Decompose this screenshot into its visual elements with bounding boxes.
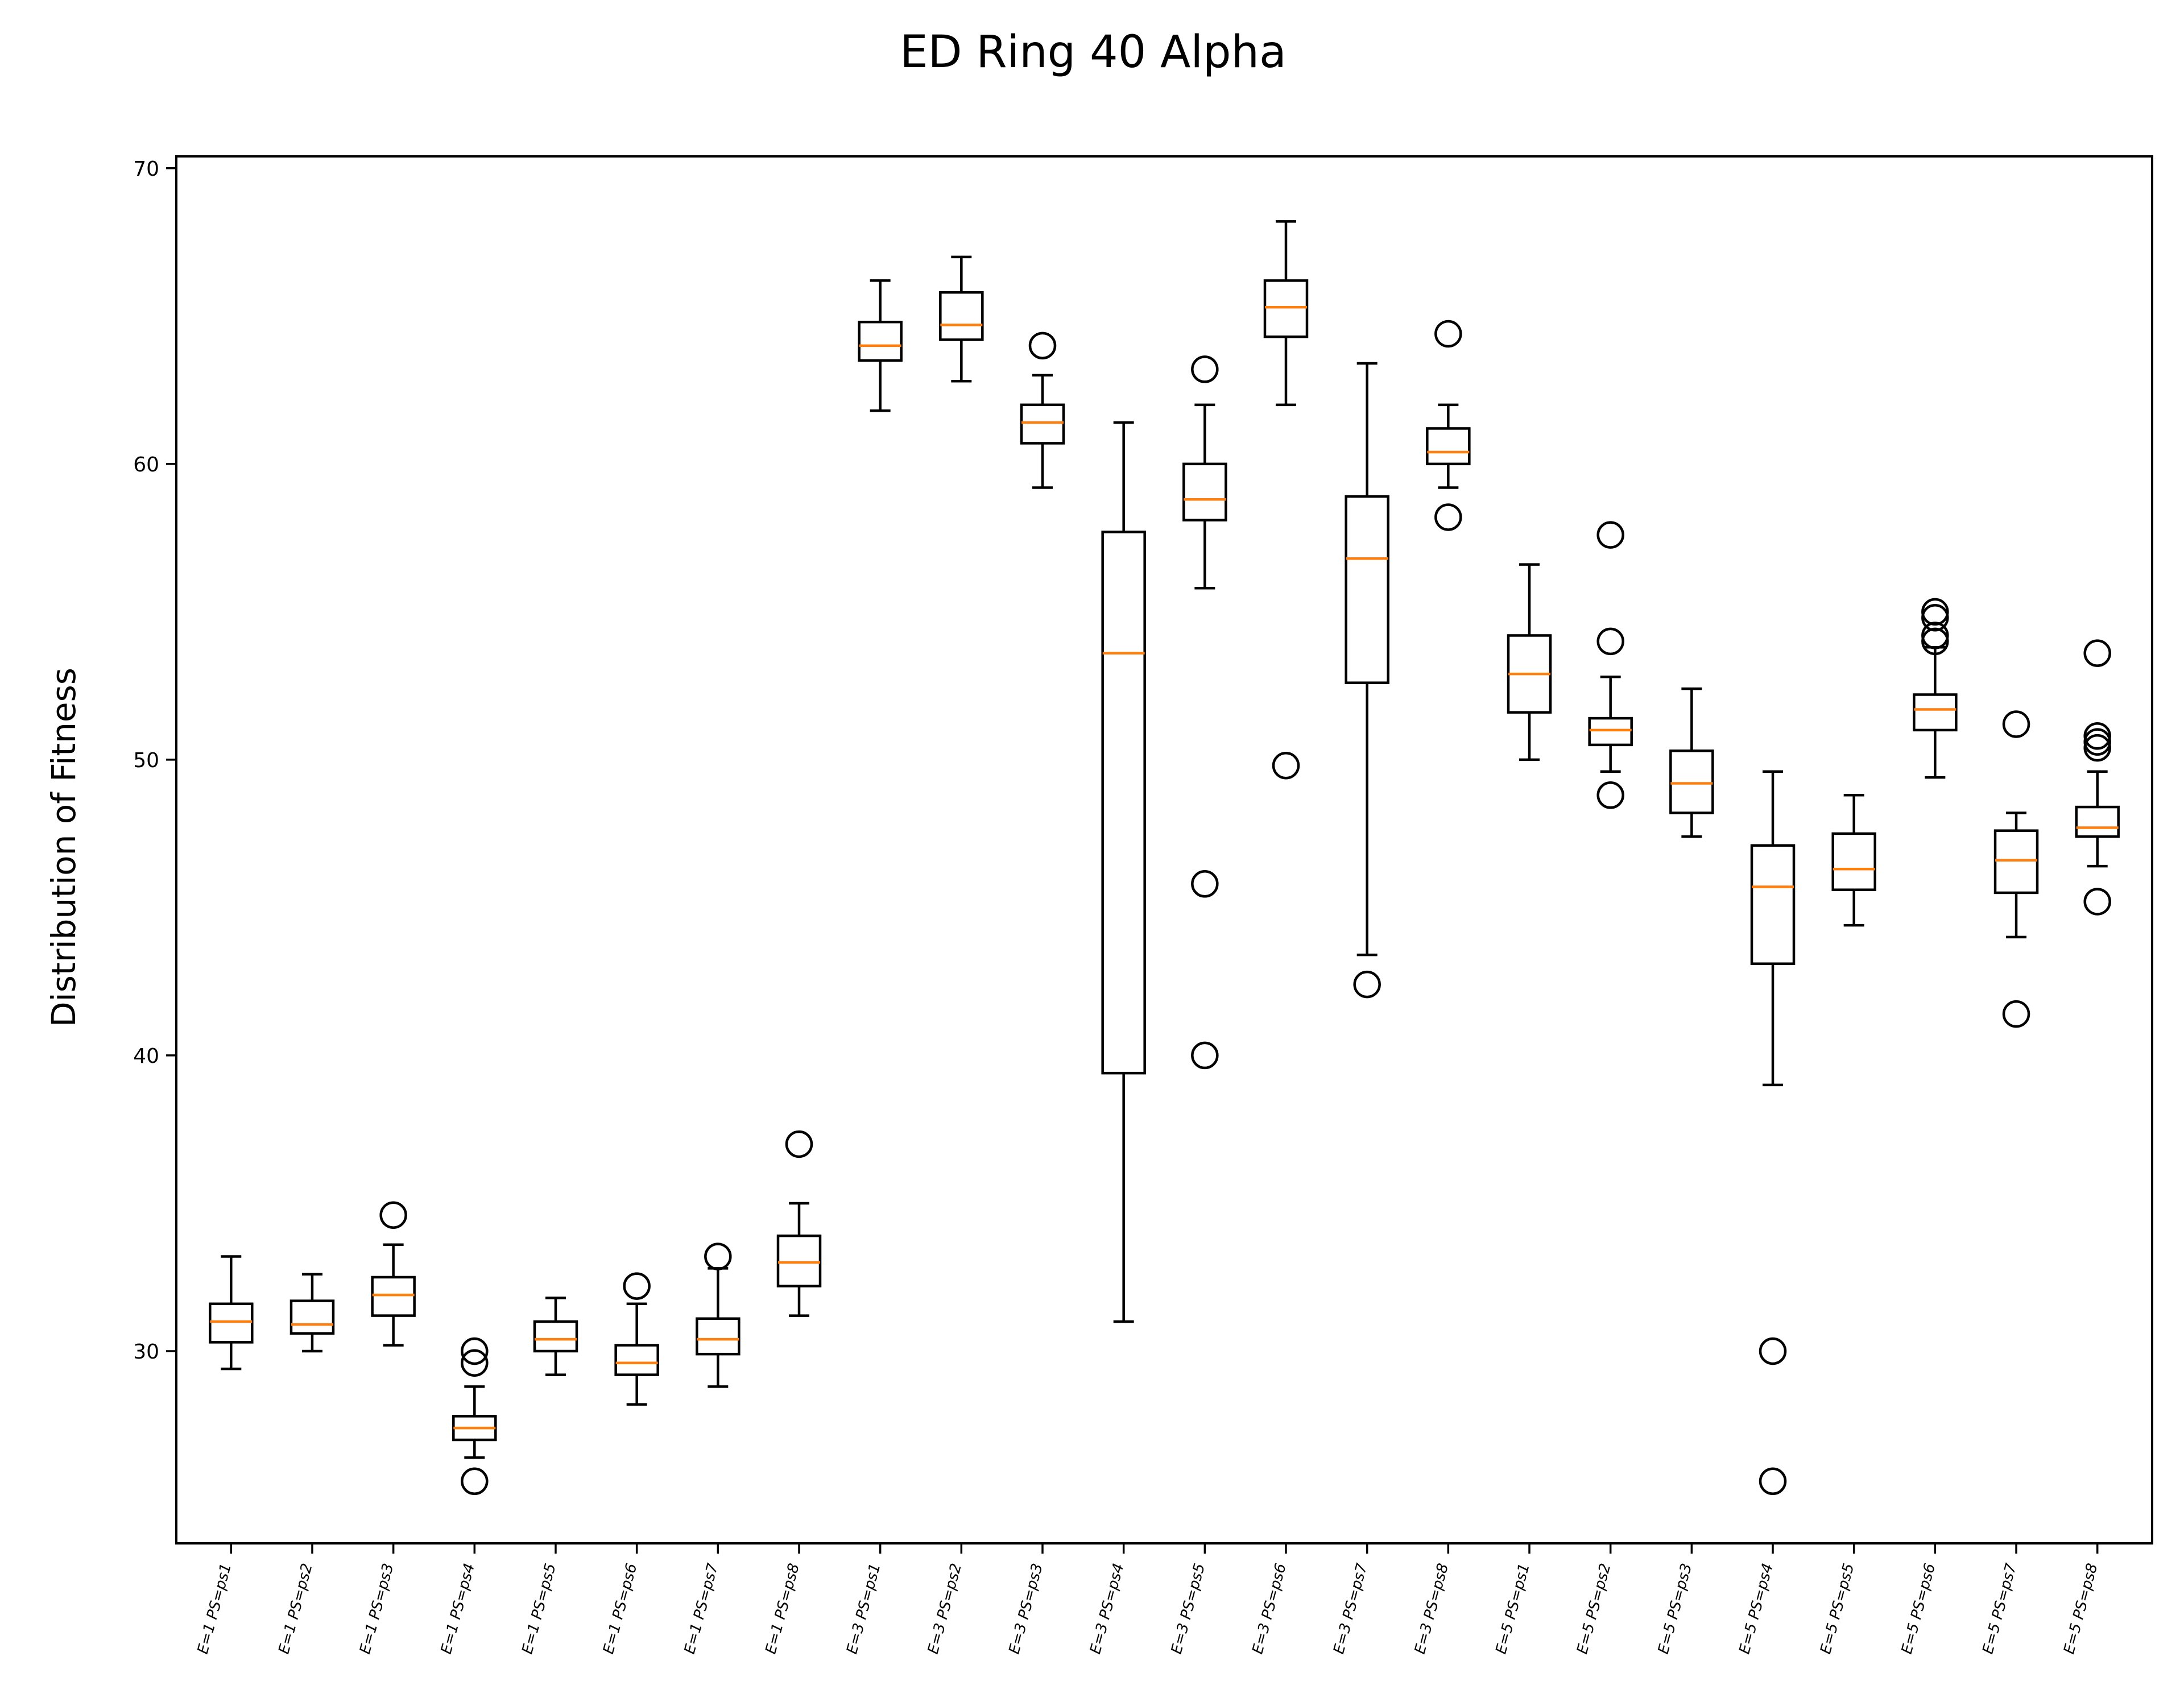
- outlier-point: [1759, 1467, 1787, 1496]
- outlier-point: [623, 1272, 651, 1300]
- box: [696, 1317, 741, 1356]
- x-tick-label: E=3 PS=ps8: [1412, 1562, 1452, 1656]
- box: [858, 320, 903, 362]
- outlier-point: [1191, 870, 1219, 898]
- y-axis-label: Distribution of Fitness: [44, 668, 83, 1027]
- outlier-point: [1596, 521, 1624, 549]
- x-tick-label: E=3 PS=ps5: [1168, 1562, 1209, 1656]
- outlier-point: [1191, 1041, 1219, 1070]
- outlier-point: [1759, 1337, 1787, 1365]
- box: [533, 1320, 578, 1353]
- box: [289, 1299, 335, 1335]
- outlier-point: [704, 1243, 732, 1270]
- outlier-point: [2002, 1000, 2030, 1028]
- outlier-point: [2083, 728, 2111, 756]
- box: [1345, 495, 1389, 684]
- x-tick-label: E=3 PS=ps1: [843, 1562, 884, 1656]
- box: [2075, 805, 2120, 838]
- x-tick-label: E=5 PS=ps4: [1736, 1562, 1776, 1656]
- x-tick-label: E=5 PS=ps6: [1898, 1562, 1939, 1656]
- box: [1993, 829, 2039, 895]
- x-tick-label: E=3 PS=ps3: [1006, 1562, 1046, 1656]
- box: [1101, 531, 1146, 1075]
- x-tick-label: E=3 PS=ps2: [925, 1562, 965, 1656]
- x-tick-label: E=5 PS=ps2: [1574, 1562, 1614, 1656]
- x-tick-label: E=3 PS=ps6: [1249, 1562, 1289, 1656]
- outlier-point: [461, 1337, 489, 1365]
- outlier-point: [1921, 598, 1949, 626]
- y-tick-label: 50: [133, 749, 159, 772]
- outlier-point: [1434, 320, 1462, 348]
- x-tick-label: E=1 PS=ps8: [762, 1562, 803, 1656]
- x-tick-label: E=5 PS=ps1: [1492, 1562, 1533, 1656]
- y-tick-label: 70: [133, 158, 159, 181]
- x-tick-label: E=3 PS=ps4: [1087, 1562, 1127, 1656]
- outlier-point: [2083, 734, 2111, 762]
- outlier-point: [1921, 622, 1949, 649]
- box: [1588, 717, 1633, 747]
- outlier-point: [1921, 627, 1949, 656]
- outlier-point: [2083, 722, 2111, 750]
- box: [1182, 462, 1227, 521]
- outlier-point: [461, 1467, 489, 1496]
- x-tick-label: E=1 PS=ps5: [519, 1562, 559, 1656]
- outlier-point: [1921, 604, 1949, 632]
- outlier-point: [379, 1201, 407, 1229]
- box: [209, 1302, 254, 1344]
- box: [1750, 844, 1796, 965]
- x-tick-label: E=1 PS=ps2: [275, 1562, 316, 1656]
- outlier-point: [2002, 710, 2030, 738]
- outlier-point: [2083, 888, 2111, 916]
- y-tick-label: 60: [133, 453, 159, 477]
- outlier-point: [1434, 503, 1462, 531]
- box: [1831, 832, 1876, 891]
- x-tick-label: E=1 PS=ps6: [600, 1562, 640, 1656]
- plot-area: 30 40 50 60 70 E=1 PS=ps1 E=1 PS=ps2 E=1 PS=ps3…: [133, 155, 2153, 1656]
- outlier-point: [461, 1349, 489, 1377]
- y-tick-label: 40: [133, 1045, 159, 1068]
- x-tick-label: E=5 PS=ps5: [1817, 1562, 1858, 1656]
- plot-frame: [175, 155, 2153, 1544]
- outlier-point: [2083, 639, 2111, 667]
- outlier-point: [1272, 752, 1300, 780]
- box: [1426, 427, 1471, 466]
- outlier-point: [1191, 355, 1219, 383]
- x-tick-label: E=3 PS=ps7: [1330, 1562, 1371, 1656]
- x-tick-label: E=1 PS=ps3: [357, 1562, 397, 1656]
- outlier-point: [1353, 970, 1381, 999]
- x-tick-label: E=5 PS=ps8: [2061, 1562, 2101, 1656]
- box: [614, 1344, 659, 1376]
- box: [1669, 750, 1714, 814]
- box: [371, 1276, 416, 1317]
- y-tick-label: 30: [133, 1340, 159, 1364]
- box: [776, 1234, 822, 1287]
- chart-title: ED Ring 40 Alpha: [900, 27, 1287, 78]
- outlier-point: [785, 1130, 813, 1158]
- x-tick-label: E=5 PS=ps7: [1979, 1562, 2020, 1656]
- outlier-point: [1596, 781, 1624, 809]
- box: [939, 291, 984, 341]
- x-tick-label: E=1 PS=ps4: [438, 1562, 478, 1656]
- box: [1913, 693, 1958, 732]
- outlier-point: [1596, 627, 1624, 656]
- x-tick-label: E=1 PS=ps7: [681, 1562, 722, 1656]
- box: [1020, 403, 1065, 445]
- box: [1263, 279, 1309, 338]
- outlier-point: [1028, 332, 1057, 360]
- x-tick-label: E=1 PS=ps1: [195, 1562, 235, 1656]
- x-tick-label: E=5 PS=ps3: [1655, 1562, 1695, 1656]
